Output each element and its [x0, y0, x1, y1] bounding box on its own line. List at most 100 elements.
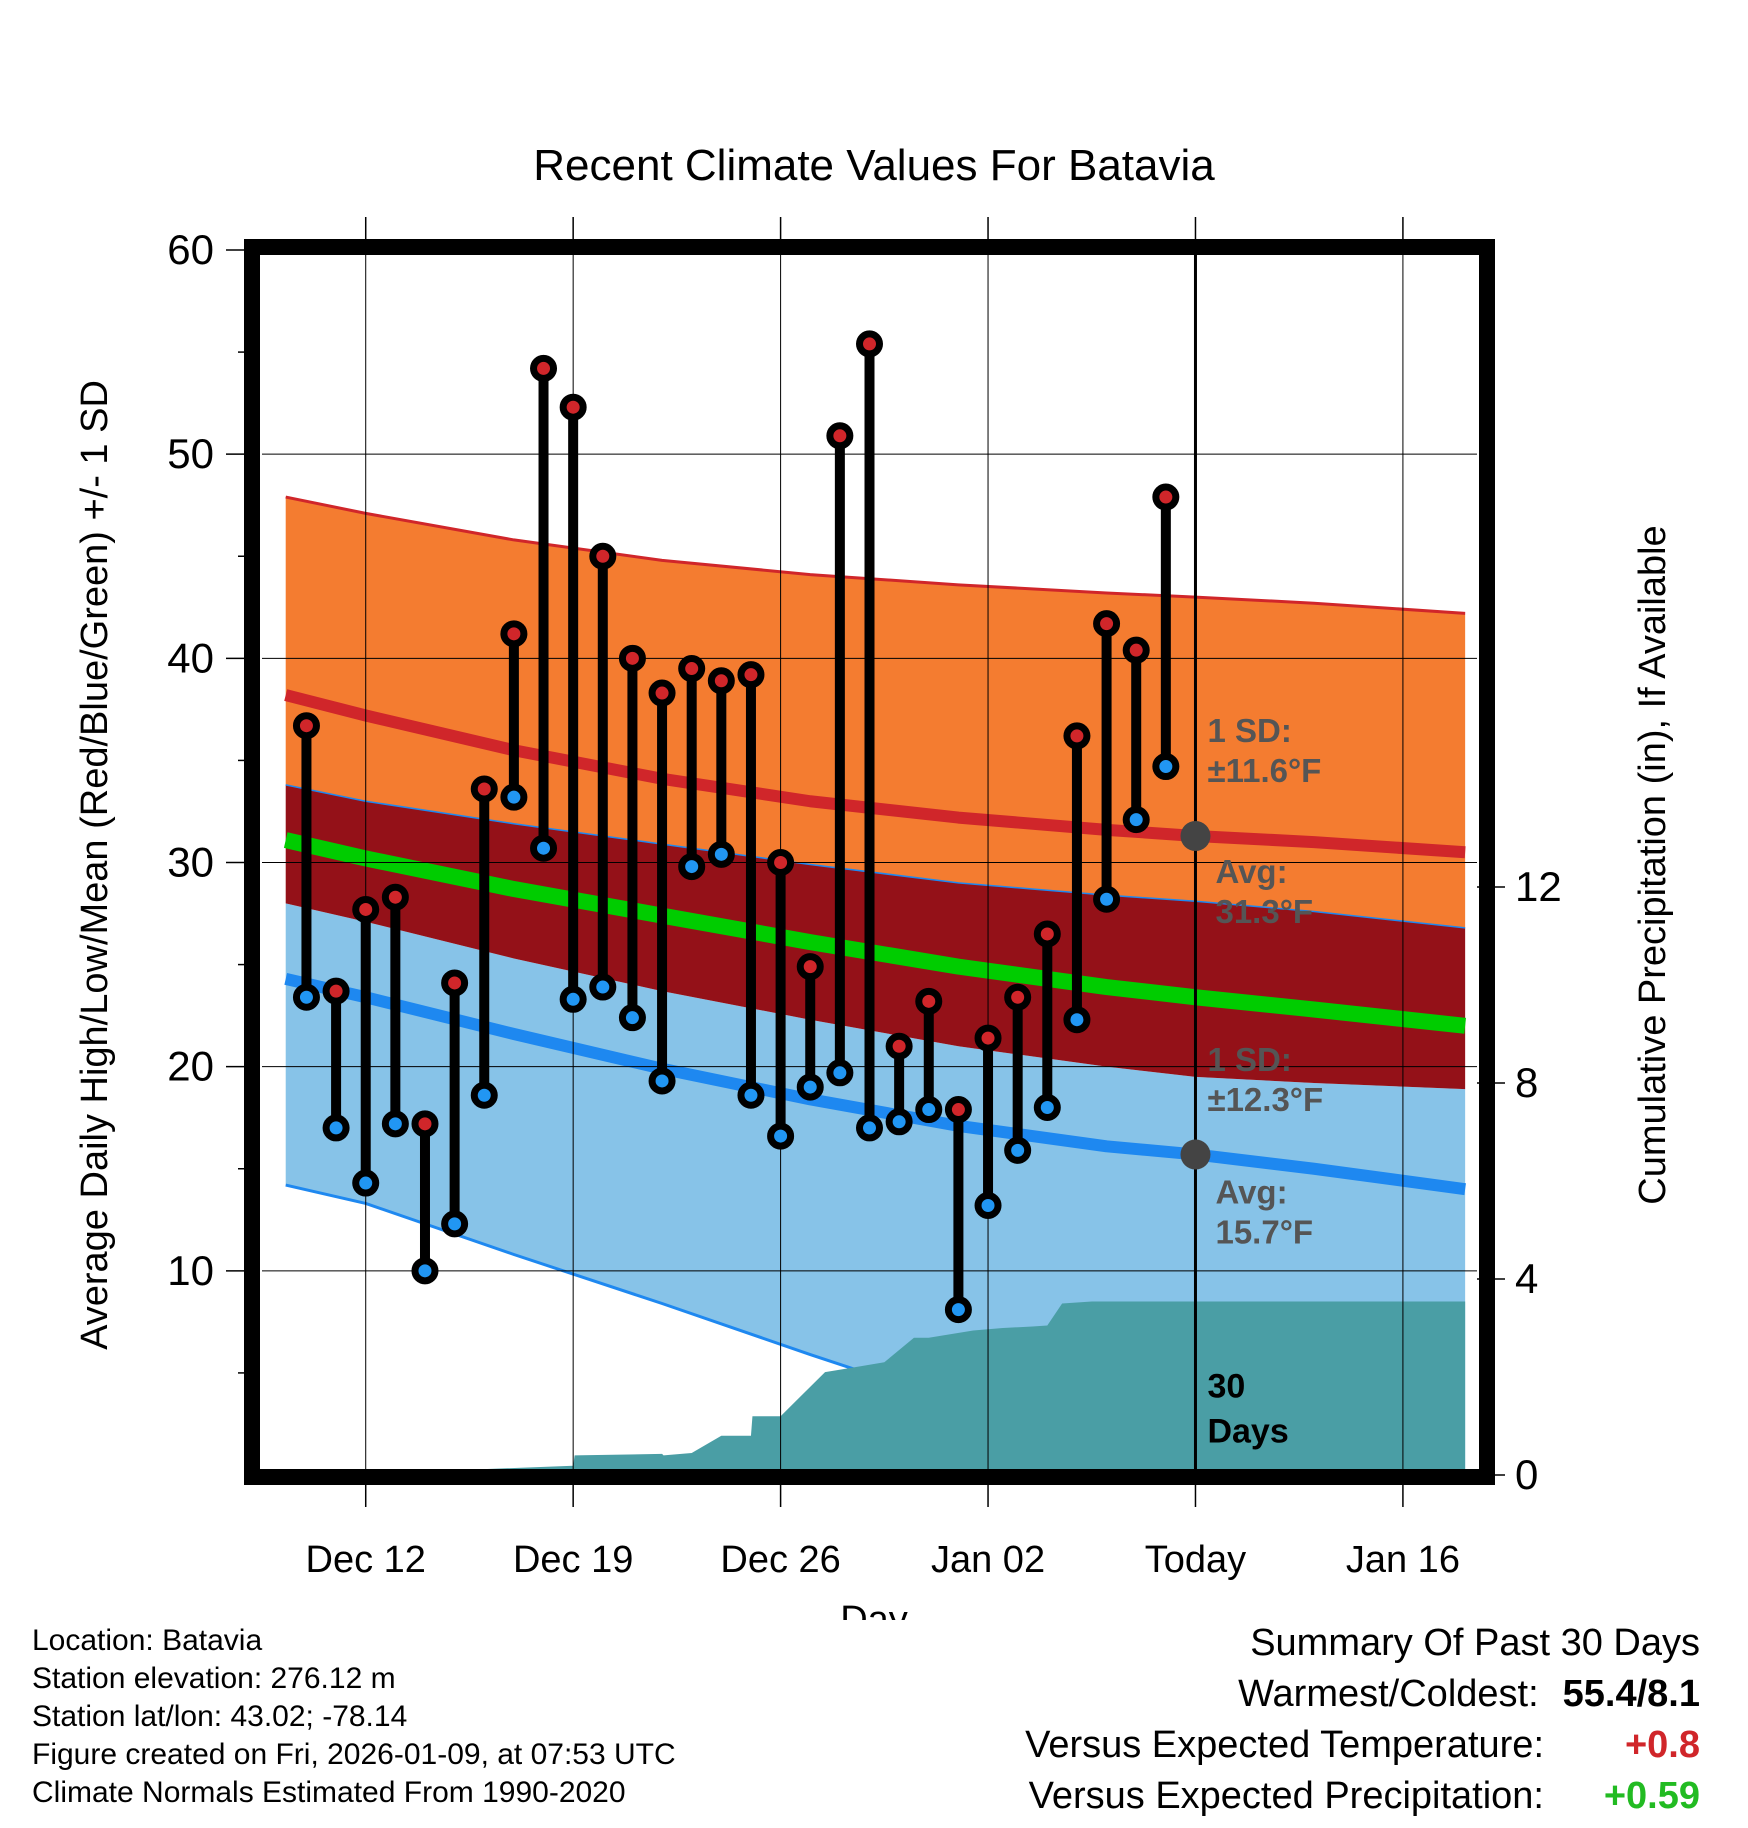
daily-stems: [301, 343, 1171, 1310]
high-sd-annotation-line: ±11.6°F: [1207, 752, 1321, 789]
y-axis-label-left: Average Daily High/Low/Mean (Red/Blue/Gr…: [74, 380, 116, 1350]
elevation-text: Station elevation: 276.12 m: [32, 1662, 396, 1695]
daily-high-marker: [589, 542, 617, 570]
y-left-tick-label: 30: [167, 839, 214, 886]
daily-low-marker: [944, 1296, 972, 1324]
window-label-line: Days: [1207, 1412, 1288, 1450]
high-sd-annotation-line: 1 SD:: [1207, 712, 1291, 749]
daily-low-marker: [352, 1169, 380, 1197]
chart-title: Recent Climate Values For Batavia: [533, 141, 1215, 190]
daily-markers: [292, 330, 1180, 1324]
daily-high-marker: [411, 1110, 439, 1138]
daily-low-marker: [589, 973, 617, 1001]
warm-cold-value: 55.4/8.1: [1562, 1673, 1700, 1715]
high-avg-annotation: Avg: 31.3°F: [1215, 853, 1313, 930]
y-right-tick-label: 0: [1515, 1451, 1538, 1498]
daily-high-marker: [1004, 983, 1032, 1011]
daily-high-marker: [292, 712, 320, 740]
daily-low-marker: [826, 1059, 854, 1087]
daily-high-marker: [678, 655, 706, 683]
daily-high-marker: [559, 393, 587, 421]
daily-low-marker: [322, 1114, 350, 1142]
daily-high-marker: [737, 661, 765, 689]
high-avg-annotation-line: 31.3°F: [1215, 893, 1313, 930]
daily-high-marker: [441, 969, 469, 997]
precip-anomaly-value: +0.59: [1603, 1775, 1700, 1817]
daily-low-marker: [767, 1122, 795, 1150]
daily-low-marker: [618, 1004, 646, 1032]
low-avg-annotation-line: 15.7°F: [1215, 1213, 1313, 1250]
high-avg-annotation-line: Avg:: [1215, 853, 1287, 890]
daily-low-marker: [648, 1067, 676, 1095]
y-right-tick-label: 4: [1515, 1255, 1538, 1302]
daily-high-marker: [381, 883, 409, 911]
daily-high-marker: [352, 895, 380, 923]
daily-low-marker: [559, 985, 587, 1013]
temp-anomaly-label: Versus Expected Temperature:: [1025, 1724, 1544, 1766]
daily-low-marker: [796, 1073, 824, 1101]
daily-high-marker: [767, 849, 795, 876]
mean-band: [285, 784, 1466, 1090]
normals-text: Climate Normals Estimated From 1990-2020: [32, 1776, 626, 1809]
daily-low-marker: [530, 834, 558, 862]
created-text: Figure created on Fri, 2026-01-09, at 07…: [32, 1738, 676, 1771]
axis-ticks: [226, 217, 1404, 1507]
high-lower-edge: [285, 784, 1466, 929]
daily-high-marker: [944, 1096, 972, 1124]
daily-low-marker: [974, 1192, 1002, 1219]
summary-panel: Summary Of Past 30 Days Warmest/Coldest:…: [800, 1622, 1700, 1826]
x-tick-label: Dec 19: [513, 1539, 633, 1581]
temp-anomaly-value: +0.8: [1624, 1724, 1700, 1766]
daily-high-marker: [530, 354, 558, 382]
y-right-tick-label: 12: [1515, 863, 1562, 910]
daily-low-marker: [441, 1210, 469, 1238]
x-tick-label: Jan 16: [1346, 1539, 1460, 1581]
daily-low-marker: [885, 1108, 913, 1136]
daily-high-marker: [648, 679, 676, 707]
low-sd-annotation-line: 1 SD:: [1207, 1041, 1291, 1078]
daily-low-marker: [470, 1081, 498, 1109]
daily-high-marker: [826, 422, 854, 450]
daily-low-marker: [678, 853, 706, 881]
daily-low-marker: [500, 783, 528, 811]
high-avg-dot: [1180, 820, 1211, 851]
daily-low-marker: [1033, 1094, 1061, 1121]
daily-low-marker: [856, 1114, 883, 1142]
daily-low-marker: [915, 1096, 943, 1124]
normal-low-line: [284, 973, 1466, 1196]
window-label: 30 Days: [1207, 1367, 1288, 1450]
x-tick-label: Dec 12: [306, 1539, 426, 1581]
tick-labels: 10 20 30 40 50 60 0 4 8 12 Dec 12 Dec 19 Dec 26 Jan 0…: [167, 226, 1561, 1581]
daily-high-marker: [1033, 920, 1061, 948]
warm-cold-label: Warmest/Coldest:: [1238, 1673, 1539, 1715]
x-axis-label: Day: [840, 1599, 908, 1620]
daily-high-marker: [885, 1032, 913, 1060]
station-info: Location: Batavia Station elevation: 276…: [32, 1622, 676, 1812]
daily-low-marker: [737, 1081, 765, 1109]
daily-high-marker: [322, 977, 350, 1005]
daily-low-marker: [1004, 1136, 1032, 1164]
x-tick-label: Today: [1145, 1539, 1246, 1581]
window-label-line: 30: [1207, 1367, 1245, 1405]
daily-low-marker: [411, 1257, 439, 1285]
low-sd-annotation: 1 SD: ±12.3°F: [1207, 1041, 1323, 1118]
daily-high-marker: [1122, 636, 1150, 664]
y-left-tick-label: 50: [167, 430, 214, 477]
daily-high-marker: [1152, 483, 1180, 511]
y-left-tick-label: 60: [167, 226, 214, 273]
daily-high-marker: [1063, 722, 1091, 750]
y-left-tick-label: 40: [167, 634, 214, 681]
precip-area: [285, 1301, 1466, 1475]
low-avg-annotation: Avg: 15.7°F: [1215, 1173, 1313, 1250]
daily-low-marker: [1063, 1006, 1091, 1034]
y-left-tick-label: 20: [167, 1043, 214, 1090]
normal-high-line: [284, 689, 1466, 859]
latlon-text: Station lat/lon: 43.02; -78.14: [32, 1700, 408, 1733]
daily-high-marker: [1093, 610, 1121, 638]
x-tick-label: Dec 26: [720, 1539, 840, 1581]
daily-high-marker: [974, 1024, 1002, 1052]
daily-high-marker: [500, 620, 528, 648]
y-axis-label-right: Cumulative Precipitation (in), If Availa…: [1632, 525, 1674, 1204]
precip-anomaly-label: Versus Expected Precipitation:: [1028, 1775, 1544, 1817]
daily-high-marker: [796, 953, 824, 981]
